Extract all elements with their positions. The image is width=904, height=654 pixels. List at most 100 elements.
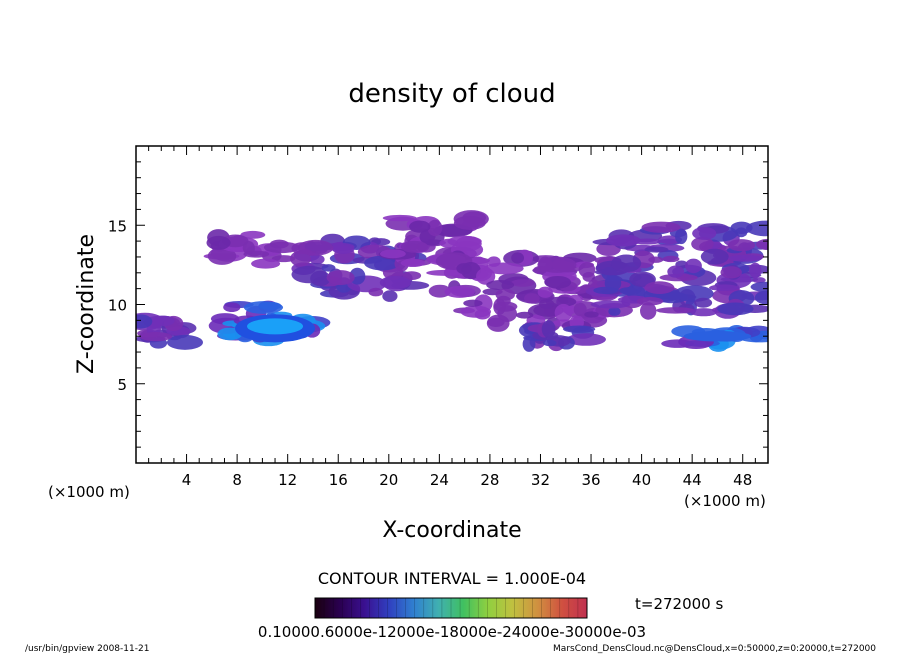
cloud-cell <box>297 239 334 256</box>
cloud-cell <box>136 314 153 329</box>
cloud-cell <box>206 235 231 250</box>
cloud-cell <box>321 264 336 272</box>
cloud-cell <box>727 254 763 262</box>
cloud-cell <box>542 339 557 347</box>
cloud-cell <box>537 256 577 273</box>
cloud-cell <box>709 284 739 291</box>
cloud-region <box>208 300 331 347</box>
cloud-cell <box>240 230 266 239</box>
cloud-cell <box>566 333 606 346</box>
cloud-cell <box>223 302 241 313</box>
cloud-cell <box>269 239 289 249</box>
cloud-cell <box>648 256 664 263</box>
cloud-cell <box>674 285 714 302</box>
cloud-cell <box>749 262 762 279</box>
cloud-cell <box>463 299 483 307</box>
cloud-region <box>518 320 606 352</box>
chart-title: density of cloud <box>348 79 555 109</box>
cloud-cell <box>691 236 714 251</box>
y-axis-ticks: 5 10 15 <box>108 161 768 448</box>
cloud-cell <box>382 214 417 222</box>
cloud-cell <box>291 265 328 284</box>
x-tick-label: 20 <box>379 471 398 489</box>
cloud-core-peak <box>247 318 304 335</box>
colorbar <box>314 597 588 619</box>
cloud-cell <box>619 287 637 295</box>
cloud-cell <box>400 258 426 268</box>
cloud-cell <box>326 270 355 286</box>
x-tick-label: 28 <box>480 471 499 489</box>
cloud-cell <box>290 250 311 267</box>
y-tick-label: 10 <box>108 297 127 315</box>
y-axis-label: Z-coordinate <box>74 234 99 374</box>
colorbar-caption: 0.10000.6000e-12000e-18000e-24000e-30000… <box>258 623 646 641</box>
cloud-cell <box>756 238 768 250</box>
cloud-fields <box>136 210 768 352</box>
cloud-cell <box>511 252 525 264</box>
cloud-cell <box>403 243 420 250</box>
cloud-cell <box>510 279 535 287</box>
cloud-cell <box>426 269 464 276</box>
cloud-region <box>661 324 768 352</box>
cloud-cell <box>515 311 534 319</box>
x-tick-label: 48 <box>733 471 752 489</box>
cloud-cell <box>659 273 698 282</box>
cloud-cell <box>153 315 175 327</box>
cloud-cell <box>717 302 754 316</box>
cloud-cell <box>484 262 524 275</box>
cloud-cell <box>486 280 515 291</box>
cloud-cell <box>462 211 487 224</box>
cloud-cell <box>166 334 204 350</box>
cloud-cell <box>692 226 717 240</box>
cloud-cell <box>590 300 631 309</box>
cloud-cell <box>207 247 237 265</box>
cloud-cell <box>495 288 515 301</box>
footer-left: /usr/bin/gpview 2008-11-21 <box>25 644 149 654</box>
x-unit-right: (×1000 m) <box>684 492 766 510</box>
cloud-cell <box>563 325 596 333</box>
x-tick-label: 44 <box>683 471 702 489</box>
x-axis-label: X-coordinate <box>382 518 521 543</box>
cloud-cell <box>754 290 768 305</box>
cloud-cell <box>379 275 411 290</box>
cloud-cell <box>735 227 748 238</box>
cloud-cell <box>578 262 596 278</box>
cloud-cell <box>662 255 680 263</box>
cloud-cell <box>251 258 281 269</box>
cloud-cell <box>258 301 282 310</box>
cloud-cell <box>139 332 173 342</box>
cloud-cell <box>409 220 431 233</box>
cloud-cell <box>382 290 398 302</box>
cloud-cell <box>685 258 702 274</box>
cloud-region <box>203 229 301 269</box>
cloud-cell <box>522 336 536 352</box>
x-unit-left: (×1000 m) <box>48 483 130 501</box>
x-tick-label: 32 <box>531 471 550 489</box>
contour-interval: CONTOUR INTERVAL = 1.000E-04 <box>318 569 586 588</box>
cloud-cell <box>641 221 681 233</box>
x-tick-label: 24 <box>430 471 449 489</box>
cloud-cell <box>636 297 664 306</box>
colorbar-ticks <box>323 598 579 618</box>
cloud-region <box>378 210 489 272</box>
cloud-cell <box>750 281 768 293</box>
cloud-cell <box>444 285 476 298</box>
cloud-cell <box>606 234 641 247</box>
cloud-cell <box>690 308 718 317</box>
cloud-cell <box>746 220 768 237</box>
cloud-cell <box>593 286 619 295</box>
cloud-cell <box>752 277 766 284</box>
y-tick-label: 5 <box>117 376 127 394</box>
cloud-cell <box>608 306 621 316</box>
cloud-cell <box>368 287 384 297</box>
cloud-cell <box>644 281 675 294</box>
x-axis-ticks: 4 8 12 16 20 24 28 32 36 40 44 48 <box>148 146 756 489</box>
cloud-core <box>683 330 752 342</box>
cloud-cell <box>541 320 556 338</box>
cloud-cell <box>611 254 642 273</box>
x-tick-label: 4 <box>182 471 192 489</box>
cloud-cell <box>544 275 572 289</box>
cloud-cell <box>545 296 577 307</box>
cloud-cell <box>727 239 756 252</box>
